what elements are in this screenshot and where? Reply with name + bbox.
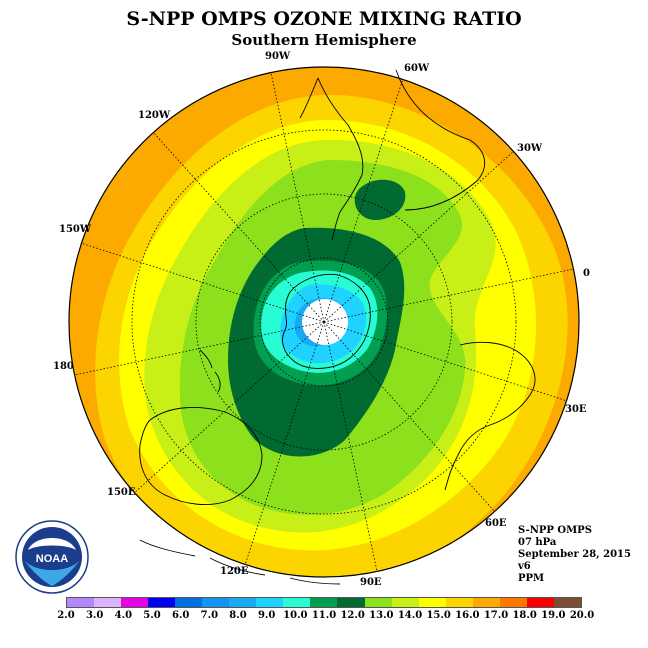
graticule — [74, 72, 574, 572]
legend-tick-label: 16.0 — [455, 610, 480, 621]
legend-swatch — [283, 598, 311, 607]
legend-swatch — [67, 598, 95, 607]
legend-tick-label: 17.0 — [483, 610, 509, 621]
info-units: PPM — [518, 573, 545, 584]
meridian-line — [323, 151, 514, 323]
legend-swatch — [310, 598, 338, 607]
legend-swatch — [229, 598, 257, 607]
africa-coast — [444, 341, 536, 491]
legend-swatch — [175, 598, 203, 607]
meridian-line — [323, 321, 495, 512]
lon-label-180: 180 — [53, 361, 74, 372]
legend-swatch — [202, 598, 230, 607]
lon-label-120e: 120E — [220, 566, 249, 577]
info-version: v6 — [518, 561, 531, 572]
antarctica-coast — [282, 273, 371, 369]
meridian-line — [153, 132, 325, 323]
coastlines — [139, 69, 536, 585]
legend-tick-label: 2.0 — [57, 610, 75, 621]
latitude-circle-70s — [259, 257, 389, 387]
meridian-line — [134, 321, 325, 493]
info-instrument: S-NPP OMPS — [518, 525, 592, 536]
color-legend — [66, 597, 582, 608]
meridian-line — [323, 321, 378, 572]
meridian-line — [74, 321, 325, 376]
meridians — [74, 72, 574, 572]
meridian-line — [244, 321, 325, 565]
lon-label-150w: 150W — [59, 224, 92, 235]
meridian-line — [323, 268, 574, 323]
lon-label-90w: 90W — [265, 51, 291, 62]
product-info: S-NPP OMPS 07 hPa September 28, 2015 v6 … — [518, 525, 631, 585]
australia-coast — [139, 407, 263, 505]
legend-swatch — [121, 598, 149, 607]
meridian-line — [270, 72, 325, 323]
legend-swatch — [364, 598, 392, 607]
map-border — [68, 66, 580, 578]
legend-swatch — [526, 598, 554, 607]
figure-subtitle: Southern Hemisphere — [231, 31, 417, 49]
info-date: September 28, 2015 — [518, 549, 631, 560]
legend-tick-label: 8.0 — [229, 610, 247, 621]
legend-swatch — [148, 598, 176, 607]
legend-tick-label: 14.0 — [397, 610, 423, 621]
legend-tick-label: 11.0 — [311, 610, 337, 621]
legend-tick-label: 18.0 — [512, 610, 537, 621]
meridian-line — [81, 242, 325, 323]
lon-label-30e: 30E — [565, 404, 587, 415]
noaa-logo-icon: NOAA — [15, 520, 89, 594]
legend-tick-label: 4.0 — [114, 610, 133, 621]
info-level: 07 hPa — [518, 537, 557, 548]
indonesia-coast — [139, 539, 341, 585]
band-12-patch — [354, 179, 406, 220]
lon-label-30w: 30W — [517, 143, 543, 154]
legend-swatch — [418, 598, 446, 607]
legend-tick-label: 3.0 — [85, 610, 104, 621]
south-america-coast — [299, 69, 486, 241]
lon-label-120w: 120W — [138, 110, 171, 121]
legend-tick-label: 5.0 — [143, 610, 161, 621]
legend-swatch — [553, 598, 581, 607]
meridian-line — [323, 321, 567, 402]
legend-tick-label: 20.0 — [569, 610, 595, 621]
lon-label-0: 0 — [583, 268, 590, 279]
legend-tick-label: 9.0 — [257, 610, 276, 621]
legend-swatch — [256, 598, 284, 607]
legend-swatch — [499, 598, 527, 607]
legend-tick-label: 12.0 — [340, 610, 365, 621]
legend-tick-label: 15.0 — [426, 610, 451, 621]
latitude-circle-50s — [195, 193, 453, 451]
legend-swatch — [391, 598, 419, 607]
new-zealand-coast — [199, 349, 221, 393]
figure-title: S-NPP OMPS OZONE MIXING RATIO — [126, 8, 522, 30]
legend-tick-label: 19.0 — [541, 610, 566, 621]
meridian-line — [323, 79, 404, 323]
legend-ticks: 2.0 3.0 4.0 5.0 6.0 7.0 8.0 9.0 10.0 11.0 12.0 13.0… — [57, 610, 594, 624]
legend-tick-label: 7.0 — [200, 610, 219, 621]
lon-label-150e: 150E — [107, 487, 136, 498]
legend-tick-label: 6.0 — [171, 610, 190, 621]
legend-tick-label: 13.0 — [369, 610, 394, 621]
lon-label-60w: 60W — [404, 63, 430, 74]
legend-swatch — [445, 598, 473, 607]
latitude-circle-30s — [131, 129, 517, 515]
legend-swatch — [472, 598, 500, 607]
legend-tick-label: 10.0 — [283, 610, 308, 621]
ozone-field — [69, 67, 579, 577]
lon-label-90e: 90E — [360, 577, 382, 588]
legend-swatch — [337, 598, 365, 607]
legend-swatch — [94, 598, 122, 607]
lon-label-60e: 60E — [485, 518, 507, 529]
logo-text: NOAA — [36, 553, 68, 565]
